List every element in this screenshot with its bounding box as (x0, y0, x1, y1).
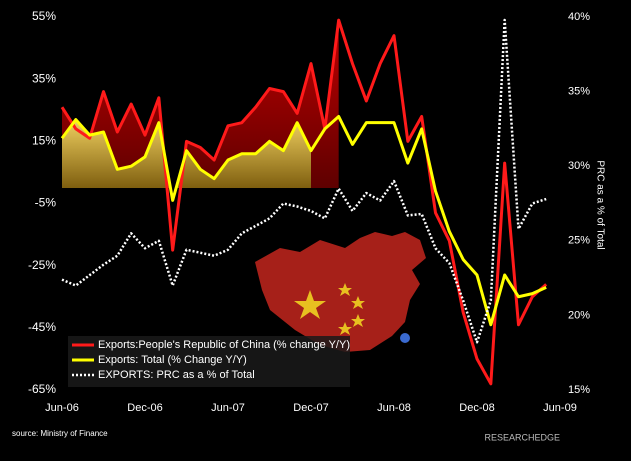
map-star (294, 290, 326, 319)
china-map (255, 232, 426, 352)
map-star (351, 296, 365, 309)
y-tick-label: 15% (32, 134, 56, 148)
map-star (338, 283, 352, 296)
y2-tick-label: 25% (568, 235, 590, 247)
y2-tick-label: 15% (568, 384, 590, 396)
source: source: Ministry of Finance (12, 429, 108, 438)
series-line (61, 18, 547, 344)
legend-label: Exports: Total (% Change Y/Y) (98, 354, 247, 366)
legend-box (68, 336, 350, 387)
x-tick-label: Jun-08 (377, 402, 411, 414)
y-tick-label: 35% (32, 71, 56, 85)
legend-label: EXPORTS: PRC as a % of Total (98, 369, 255, 381)
x-tick-label: Dec-08 (459, 402, 494, 414)
y2-tick-label: 40% (568, 11, 590, 23)
y-tick-label: 55% (32, 9, 56, 23)
series-line (60, 114, 547, 327)
x-tick-label: Jun-06 (45, 402, 79, 414)
x-tick-label: Jun-09 (543, 402, 577, 414)
x-tick-label: Dec-06 (127, 402, 162, 414)
y2-tick-label: 35% (568, 86, 590, 98)
y2-axis-label: PRC as a % of Total (594, 160, 605, 249)
y-tick-label: -65% (28, 382, 56, 396)
map-star (338, 322, 352, 335)
map-dot (400, 333, 410, 343)
map-star (351, 314, 365, 327)
legend-label: Exports:People's Republic of China (% ch… (98, 339, 350, 351)
y2-tick-label: 30% (568, 160, 590, 172)
x-tick-label: Jun-07 (211, 402, 245, 414)
map-shape (255, 232, 426, 352)
y-tick-label: -25% (28, 258, 56, 272)
x-tick-label: Dec-07 (293, 402, 328, 414)
y2-tick-label: 20% (568, 309, 590, 321)
series-line (60, 18, 548, 386)
logo: RESEARCHEDGE (484, 432, 560, 442)
y-tick-label: -45% (28, 320, 56, 334)
y-tick-label: -5% (35, 196, 57, 210)
